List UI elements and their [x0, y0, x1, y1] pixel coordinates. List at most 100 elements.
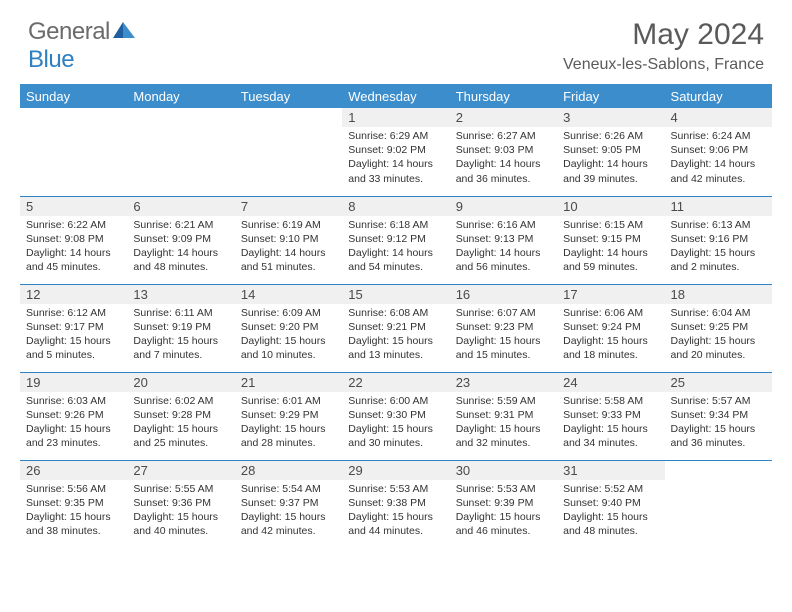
- day-number: [20, 108, 127, 112]
- calendar-cell: 12Sunrise: 6:12 AMSunset: 9:17 PMDayligh…: [20, 284, 127, 372]
- day-number: 30: [450, 461, 557, 480]
- logo-subline: Blue: [28, 46, 74, 74]
- calendar-cell: 2Sunrise: 6:27 AMSunset: 9:03 PMDaylight…: [450, 108, 557, 196]
- day-number: 2: [450, 108, 557, 127]
- calendar-cell: 11Sunrise: 6:13 AMSunset: 9:16 PMDayligh…: [665, 196, 772, 284]
- day-data: Sunrise: 6:19 AMSunset: 9:10 PMDaylight:…: [235, 216, 342, 279]
- day-number: 24: [557, 373, 664, 392]
- location: Veneux-les-Sablons, France: [563, 56, 764, 74]
- calendar-cell: 27Sunrise: 5:55 AMSunset: 9:36 PMDayligh…: [127, 460, 234, 548]
- day-data: Sunrise: 5:59 AMSunset: 9:31 PMDaylight:…: [450, 392, 557, 455]
- day-data: Sunrise: 6:06 AMSunset: 9:24 PMDaylight:…: [557, 304, 664, 367]
- day-data: Sunrise: 5:52 AMSunset: 9:40 PMDaylight:…: [557, 480, 664, 543]
- day-data: Sunrise: 5:53 AMSunset: 9:39 PMDaylight:…: [450, 480, 557, 543]
- calendar-cell: 10Sunrise: 6:15 AMSunset: 9:15 PMDayligh…: [557, 196, 664, 284]
- day-number: 10: [557, 197, 664, 216]
- day-data: Sunrise: 6:24 AMSunset: 9:06 PMDaylight:…: [665, 127, 772, 190]
- day-data: Sunrise: 5:57 AMSunset: 9:34 PMDaylight:…: [665, 392, 772, 455]
- calendar-cell: 20Sunrise: 6:02 AMSunset: 9:28 PMDayligh…: [127, 372, 234, 460]
- logo-triangle-icon: [113, 20, 135, 45]
- calendar-cell: 21Sunrise: 6:01 AMSunset: 9:29 PMDayligh…: [235, 372, 342, 460]
- calendar-cell: 18Sunrise: 6:04 AMSunset: 9:25 PMDayligh…: [665, 284, 772, 372]
- day-data: Sunrise: 6:00 AMSunset: 9:30 PMDaylight:…: [342, 392, 449, 455]
- day-number: 11: [665, 197, 772, 216]
- day-data: Sunrise: 6:09 AMSunset: 9:20 PMDaylight:…: [235, 304, 342, 367]
- day-number: 13: [127, 285, 234, 304]
- calendar-cell: 17Sunrise: 6:06 AMSunset: 9:24 PMDayligh…: [557, 284, 664, 372]
- calendar-cell: 19Sunrise: 6:03 AMSunset: 9:26 PMDayligh…: [20, 372, 127, 460]
- day-data: Sunrise: 6:11 AMSunset: 9:19 PMDaylight:…: [127, 304, 234, 367]
- calendar-cell: 5Sunrise: 6:22 AMSunset: 9:08 PMDaylight…: [20, 196, 127, 284]
- day-data: Sunrise: 6:12 AMSunset: 9:17 PMDaylight:…: [20, 304, 127, 367]
- day-data: Sunrise: 6:04 AMSunset: 9:25 PMDaylight:…: [665, 304, 772, 367]
- day-header: Thursday: [450, 84, 557, 108]
- day-data: Sunrise: 6:18 AMSunset: 9:12 PMDaylight:…: [342, 216, 449, 279]
- logo-text-blue: Blue: [28, 46, 74, 73]
- day-data: Sunrise: 6:21 AMSunset: 9:09 PMDaylight:…: [127, 216, 234, 279]
- calendar-cell: 1Sunrise: 6:29 AMSunset: 9:02 PMDaylight…: [342, 108, 449, 196]
- day-number: 26: [20, 461, 127, 480]
- calendar-week-row: 19Sunrise: 6:03 AMSunset: 9:26 PMDayligh…: [20, 372, 772, 460]
- day-data: Sunrise: 6:29 AMSunset: 9:02 PMDaylight:…: [342, 127, 449, 190]
- calendar-cell: [20, 108, 127, 196]
- day-number: 19: [20, 373, 127, 392]
- day-number: 1: [342, 108, 449, 127]
- day-data: Sunrise: 6:15 AMSunset: 9:15 PMDaylight:…: [557, 216, 664, 279]
- logo: General: [28, 18, 137, 46]
- day-number: 12: [20, 285, 127, 304]
- calendar-cell: 24Sunrise: 5:58 AMSunset: 9:33 PMDayligh…: [557, 372, 664, 460]
- day-data: Sunrise: 6:27 AMSunset: 9:03 PMDaylight:…: [450, 127, 557, 190]
- day-data: Sunrise: 6:16 AMSunset: 9:13 PMDaylight:…: [450, 216, 557, 279]
- day-header: Sunday: [20, 84, 127, 108]
- day-number: 4: [665, 108, 772, 127]
- calendar-cell: 28Sunrise: 5:54 AMSunset: 9:37 PMDayligh…: [235, 460, 342, 548]
- calendar-cell: 30Sunrise: 5:53 AMSunset: 9:39 PMDayligh…: [450, 460, 557, 548]
- day-header: Tuesday: [235, 84, 342, 108]
- day-data: Sunrise: 6:01 AMSunset: 9:29 PMDaylight:…: [235, 392, 342, 455]
- title-block: May 2024 Veneux-les-Sablons, France: [563, 18, 764, 74]
- day-data: Sunrise: 6:08 AMSunset: 9:21 PMDaylight:…: [342, 304, 449, 367]
- calendar-cell: [235, 108, 342, 196]
- day-number: 17: [557, 285, 664, 304]
- month-title: May 2024: [563, 18, 764, 52]
- day-header: Monday: [127, 84, 234, 108]
- day-number: 14: [235, 285, 342, 304]
- calendar-cell: 14Sunrise: 6:09 AMSunset: 9:20 PMDayligh…: [235, 284, 342, 372]
- day-data: Sunrise: 5:54 AMSunset: 9:37 PMDaylight:…: [235, 480, 342, 543]
- calendar-cell: [665, 460, 772, 548]
- calendar-cell: 8Sunrise: 6:18 AMSunset: 9:12 PMDaylight…: [342, 196, 449, 284]
- day-number: 15: [342, 285, 449, 304]
- day-header: Friday: [557, 84, 664, 108]
- day-data: Sunrise: 6:13 AMSunset: 9:16 PMDaylight:…: [665, 216, 772, 279]
- day-header: Saturday: [665, 84, 772, 108]
- calendar-week-row: 1Sunrise: 6:29 AMSunset: 9:02 PMDaylight…: [20, 108, 772, 196]
- day-number: 29: [342, 461, 449, 480]
- day-number: [235, 108, 342, 112]
- calendar-cell: 13Sunrise: 6:11 AMSunset: 9:19 PMDayligh…: [127, 284, 234, 372]
- day-number: 28: [235, 461, 342, 480]
- day-number: 22: [342, 373, 449, 392]
- calendar-cell: 31Sunrise: 5:52 AMSunset: 9:40 PMDayligh…: [557, 460, 664, 548]
- day-number: 5: [20, 197, 127, 216]
- day-number: 20: [127, 373, 234, 392]
- calendar-cell: 3Sunrise: 6:26 AMSunset: 9:05 PMDaylight…: [557, 108, 664, 196]
- day-number: 25: [665, 373, 772, 392]
- day-data: Sunrise: 5:58 AMSunset: 9:33 PMDaylight:…: [557, 392, 664, 455]
- calendar-cell: 4Sunrise: 6:24 AMSunset: 9:06 PMDaylight…: [665, 108, 772, 196]
- calendar-cell: 6Sunrise: 6:21 AMSunset: 9:09 PMDaylight…: [127, 196, 234, 284]
- calendar-cell: 16Sunrise: 6:07 AMSunset: 9:23 PMDayligh…: [450, 284, 557, 372]
- calendar-body: 1Sunrise: 6:29 AMSunset: 9:02 PMDaylight…: [20, 108, 772, 548]
- calendar-cell: 23Sunrise: 5:59 AMSunset: 9:31 PMDayligh…: [450, 372, 557, 460]
- day-number: 23: [450, 373, 557, 392]
- day-number: 16: [450, 285, 557, 304]
- day-number: 7: [235, 197, 342, 216]
- calendar-table: SundayMondayTuesdayWednesdayThursdayFrid…: [20, 84, 772, 548]
- calendar-cell: 26Sunrise: 5:56 AMSunset: 9:35 PMDayligh…: [20, 460, 127, 548]
- day-data: Sunrise: 6:02 AMSunset: 9:28 PMDaylight:…: [127, 392, 234, 455]
- day-number: 27: [127, 461, 234, 480]
- day-number: [127, 108, 234, 112]
- day-number: 21: [235, 373, 342, 392]
- day-data: Sunrise: 5:56 AMSunset: 9:35 PMDaylight:…: [20, 480, 127, 543]
- header: General May 2024 Veneux-les-Sablons, Fra…: [0, 0, 792, 78]
- calendar-cell: 7Sunrise: 6:19 AMSunset: 9:10 PMDaylight…: [235, 196, 342, 284]
